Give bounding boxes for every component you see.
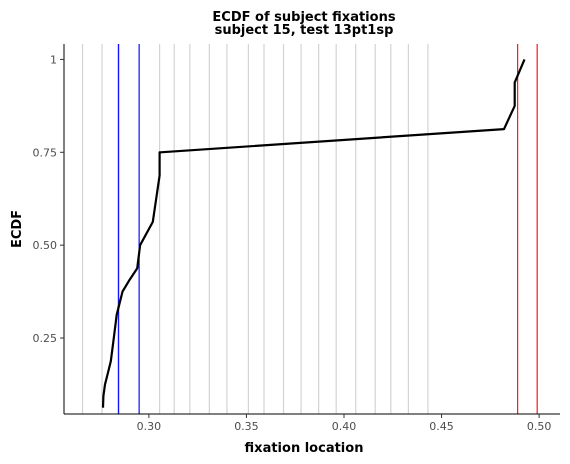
x-tick-label: 0.45 [429, 420, 454, 433]
series-layer [101, 58, 526, 408]
x-tick-label: 0.50 [527, 420, 552, 433]
y-tick-label: 0.50 [33, 239, 58, 252]
x-tick-label: 0.35 [234, 420, 259, 433]
y-tick-label: 1 [50, 53, 57, 66]
y-tick-label: 0.25 [33, 332, 58, 345]
y-axis-label: ECDF [10, 210, 25, 248]
axes: 0.30 0.35 0.40 0.45 0.50 0.25 0.50 0.75 1 [33, 44, 560, 433]
x-axis-label: fixation location [245, 441, 364, 456]
x-tick-label: 0.40 [332, 420, 357, 433]
ecdf-line [101, 58, 526, 408]
chart-subtitle: subject 15, test 13pt1sp [215, 23, 394, 38]
vertical-gridlines [81, 44, 429, 414]
reference-lines [118, 44, 538, 414]
chart-title: ECDF of subject fixations [212, 10, 395, 25]
y-tick-label: 0.75 [33, 146, 58, 159]
x-tick-label: 0.30 [137, 420, 162, 433]
